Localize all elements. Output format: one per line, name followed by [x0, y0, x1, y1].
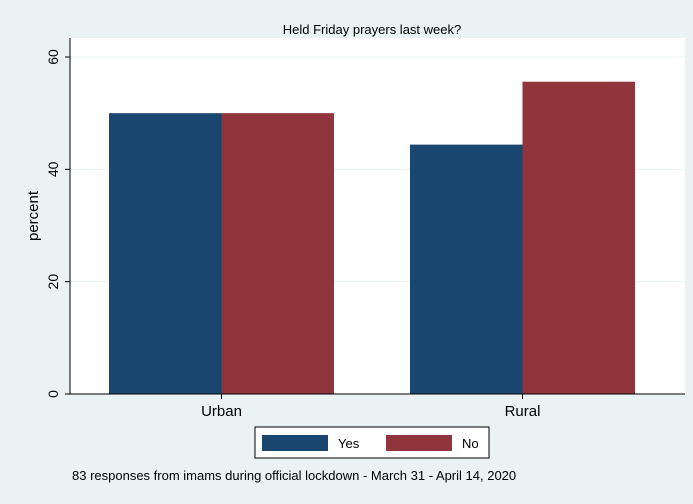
legend-swatch-yes: [262, 435, 328, 451]
legend-label-yes: Yes: [338, 436, 360, 451]
x-tick-label-urban: Urban: [201, 403, 242, 420]
bar-urban-no: [221, 113, 334, 395]
x-tick-labels: Urban Rural: [201, 394, 540, 420]
bar-rural-no: [522, 81, 635, 395]
bar-urban-yes: [109, 113, 222, 395]
legend: Yes No: [254, 426, 490, 459]
y-tick-label-60: 60: [45, 49, 61, 65]
y-tick-label-0: 0: [45, 390, 61, 398]
legend-swatch-no: [386, 435, 452, 451]
y-axis-label: percent: [25, 190, 42, 241]
x-tick-label-rural: Rural: [505, 403, 541, 420]
chart-note: 83 responses from imams during official …: [72, 468, 516, 483]
y-ticks: 0 20 40 60: [45, 49, 70, 398]
legend-label-no: No: [462, 436, 479, 451]
chart-title: Held Friday prayers last week?: [283, 22, 461, 37]
bar-rural-yes: [410, 144, 523, 394]
y-tick-label-40: 40: [45, 161, 61, 177]
bars: [109, 81, 635, 395]
y-tick-label-20: 20: [45, 274, 61, 290]
